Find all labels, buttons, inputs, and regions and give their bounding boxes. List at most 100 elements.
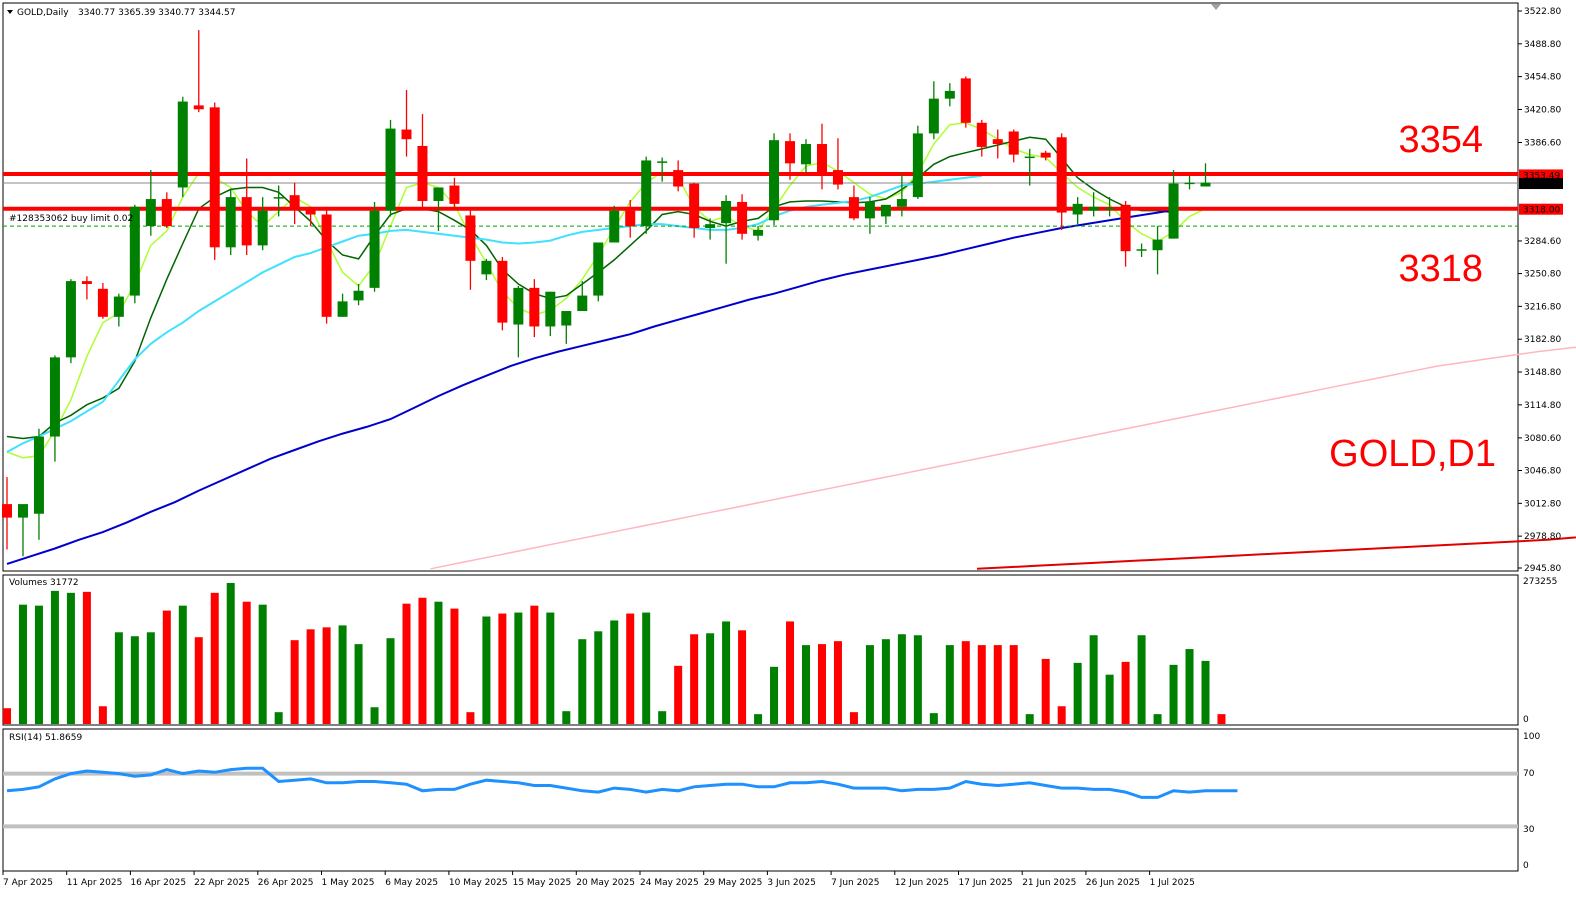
candle[interactable] xyxy=(832,138,843,190)
candle[interactable] xyxy=(1056,133,1067,230)
date-tick-label: 7 Jun 2025 xyxy=(831,878,879,888)
candle[interactable] xyxy=(561,311,572,344)
candle[interactable] xyxy=(145,170,156,236)
candle[interactable] xyxy=(912,125,923,200)
candle[interactable] xyxy=(641,156,652,234)
candle[interactable] xyxy=(465,210,476,290)
candle-body xyxy=(513,287,524,325)
candle[interactable] xyxy=(896,173,907,217)
volume-panel[interactable] xyxy=(2,574,1519,726)
candle[interactable] xyxy=(529,279,540,338)
candle[interactable] xyxy=(1168,170,1179,239)
price-panel[interactable] xyxy=(2,2,1519,572)
volume-bar xyxy=(817,644,826,724)
candle[interactable] xyxy=(673,160,684,192)
volume-bar xyxy=(1169,664,1178,724)
candle[interactable] xyxy=(848,185,859,221)
candle[interactable] xyxy=(737,194,748,240)
candle[interactable] xyxy=(721,195,732,264)
candle[interactable] xyxy=(928,81,939,140)
candle[interactable] xyxy=(353,283,364,306)
volume-bar xyxy=(242,601,251,724)
candle[interactable] xyxy=(769,133,780,226)
candle[interactable] xyxy=(369,201,380,292)
candle[interactable] xyxy=(385,119,396,217)
candle[interactable] xyxy=(449,177,460,209)
candle[interactable] xyxy=(577,281,588,312)
candle[interactable] xyxy=(257,197,268,251)
candle[interactable] xyxy=(129,204,140,304)
candle-body xyxy=(992,139,1003,145)
candle[interactable] xyxy=(753,226,764,241)
candle[interactable] xyxy=(209,102,220,260)
candle[interactable] xyxy=(97,283,108,319)
candle[interactable] xyxy=(65,279,76,364)
date-tick-label: 3 Jun 2025 xyxy=(767,878,815,888)
volume-bar xyxy=(578,639,587,724)
candle[interactable] xyxy=(705,218,716,240)
date-tick-label: 22 Apr 2025 xyxy=(194,878,250,888)
candle[interactable] xyxy=(273,185,284,217)
candle[interactable] xyxy=(33,428,44,540)
candle[interactable] xyxy=(401,89,412,157)
candle[interactable] xyxy=(17,504,28,557)
candle[interactable] xyxy=(1040,150,1051,161)
candle[interactable] xyxy=(113,293,124,327)
candle[interactable] xyxy=(1152,226,1163,275)
candle[interactable] xyxy=(960,76,971,128)
candle[interactable] xyxy=(321,206,332,324)
candle[interactable] xyxy=(337,293,348,317)
candle[interactable] xyxy=(944,83,955,107)
candle[interactable] xyxy=(657,157,668,182)
candle[interactable] xyxy=(161,192,172,229)
candle[interactable] xyxy=(289,182,300,225)
candle[interactable] xyxy=(1072,197,1083,225)
scroll-marker-icon[interactable] xyxy=(1211,4,1221,10)
candle[interactable] xyxy=(193,30,204,113)
level-price-label: 3353.49 xyxy=(1523,171,1560,181)
candle[interactable] xyxy=(816,123,827,190)
candle[interactable] xyxy=(513,285,524,358)
volume-bar xyxy=(18,604,27,724)
candle[interactable] xyxy=(992,129,1003,159)
candle[interactable] xyxy=(880,204,891,225)
candle[interactable] xyxy=(1184,175,1195,190)
moving-average-aqua xyxy=(6,174,982,453)
collapse-triangle-icon[interactable] xyxy=(7,10,13,14)
candle[interactable] xyxy=(417,114,428,207)
candle[interactable] xyxy=(225,189,236,256)
candle[interactable] xyxy=(1008,129,1019,163)
candle[interactable] xyxy=(2,477,12,550)
candle[interactable] xyxy=(81,276,92,300)
candle[interactable] xyxy=(497,256,508,331)
candle[interactable] xyxy=(305,206,316,227)
rsi-panel[interactable] xyxy=(2,728,1519,872)
candle[interactable] xyxy=(433,187,444,231)
candle[interactable] xyxy=(1136,243,1147,257)
candle[interactable] xyxy=(864,197,875,234)
candle-body xyxy=(145,199,156,227)
candle[interactable] xyxy=(1104,197,1115,217)
candle[interactable] xyxy=(976,119,987,157)
candle[interactable] xyxy=(625,200,636,238)
candle[interactable] xyxy=(689,182,700,238)
candle[interactable] xyxy=(1120,200,1131,267)
candle[interactable] xyxy=(545,291,556,337)
volume-bar xyxy=(690,634,699,724)
candle[interactable] xyxy=(177,96,188,198)
candle[interactable] xyxy=(49,355,60,462)
candle[interactable] xyxy=(1200,163,1211,187)
candle[interactable] xyxy=(241,158,252,256)
candle-body xyxy=(481,260,492,275)
candle[interactable] xyxy=(481,258,492,281)
volume-bar xyxy=(865,645,874,724)
candle[interactable] xyxy=(801,139,811,173)
candle[interactable] xyxy=(609,205,620,243)
candle-body xyxy=(816,144,827,173)
candle[interactable] xyxy=(1088,192,1099,217)
candle[interactable] xyxy=(1024,148,1035,186)
candle[interactable] xyxy=(593,242,604,302)
volume-bar xyxy=(3,708,11,724)
candle[interactable] xyxy=(785,133,796,180)
